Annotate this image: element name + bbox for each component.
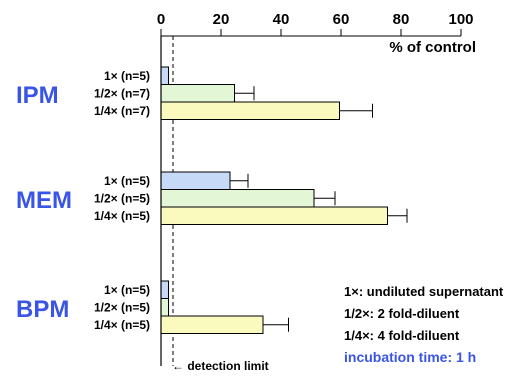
group-bpm: BPM 1× (n=5) 1/2× (n=5) 1/4× (n=5) bbox=[16, 280, 289, 334]
bar-ipm-2 bbox=[160, 101, 340, 120]
x-tick-label: 100 bbox=[448, 11, 473, 28]
group-label: IPM bbox=[16, 82, 59, 109]
bar-bpm-2 bbox=[160, 315, 264, 334]
group-ipm: IPM 1× (n=5) 1/2× (n=7) 1/4× (n=7) bbox=[16, 66, 373, 120]
bar-label: 1/2× (n=5) bbox=[94, 192, 150, 206]
bar-groups: IPM 1× (n=5) 1/2× (n=7) 1/4× (n=7) MEM 1× (n=… bbox=[16, 66, 408, 334]
bar-mem-0 bbox=[160, 171, 231, 190]
detection-limit-label: ← detection limit bbox=[172, 359, 269, 373]
bar-label: 1/2× (n=7) bbox=[94, 87, 150, 101]
x-axis-title: % of control bbox=[389, 39, 476, 56]
x-tick-label: 20 bbox=[213, 11, 230, 28]
group-label: BPM bbox=[16, 296, 69, 323]
bar-mem-2 bbox=[160, 206, 388, 225]
legend: 1×: undiluted supernatant 1/2×: 2 fold-d… bbox=[344, 284, 504, 365]
x-tick-label: 40 bbox=[273, 11, 290, 28]
x-axis-ticks: 0 20 40 60 80 100 bbox=[157, 11, 474, 37]
bar-bpm-0 bbox=[160, 280, 169, 299]
group-mem: MEM 1× (n=5) 1/2× (n=5) 1/4× (n=5) bbox=[16, 171, 408, 225]
bar-mem-1 bbox=[160, 189, 315, 208]
legend-item-half: 1/2×: 2 fold-diluent bbox=[344, 306, 460, 321]
bar-label: 1/4× (n=5) bbox=[94, 318, 150, 332]
x-tick-label: 0 bbox=[157, 11, 165, 28]
x-tick-label: 80 bbox=[393, 11, 410, 28]
bar-label: 1/2× (n=5) bbox=[94, 301, 150, 315]
bar-bpm-1 bbox=[160, 298, 169, 317]
legend-incubation-time: incubation time: 1 h bbox=[344, 349, 476, 365]
group-label: MEM bbox=[16, 187, 72, 214]
bar-label: 1/4× (n=5) bbox=[94, 209, 150, 223]
legend-item-quarter: 1/4×: 4 fold-diluent bbox=[344, 328, 460, 343]
bar-ipm-0 bbox=[160, 66, 169, 85]
legend-item-1x: 1×: undiluted supernatant bbox=[344, 284, 504, 299]
bar-label: 1× (n=5) bbox=[104, 69, 150, 83]
bar-ipm-1 bbox=[160, 84, 235, 103]
bar-label: 1× (n=5) bbox=[104, 283, 150, 297]
bar-label: 1/4× (n=7) bbox=[94, 104, 150, 118]
bar-label: 1× (n=5) bbox=[104, 174, 150, 188]
x-tick-label: 60 bbox=[333, 11, 350, 28]
